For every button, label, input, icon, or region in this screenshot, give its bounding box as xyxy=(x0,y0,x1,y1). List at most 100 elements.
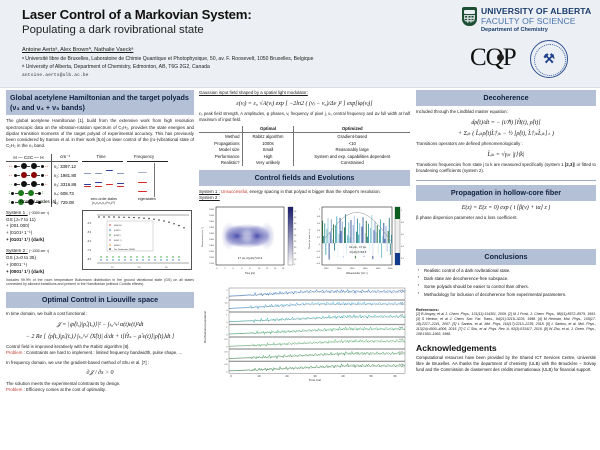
svg-text:0.2: 0.2 xyxy=(401,258,405,260)
problem-1-line: Problem : Constraints are hard to implem… xyxy=(6,350,194,356)
svg-text:0: 0 xyxy=(226,310,228,312)
svg-text:|0101¹⟩: |0101¹⟩ xyxy=(114,234,121,237)
author-list: Antoine Aertsᵃ, Alex Brownᴬ, Nathalie Va… xyxy=(22,46,422,55)
hydrogen-atom-icon xyxy=(40,164,44,168)
svg-text:1300: 1300 xyxy=(209,245,215,247)
table-row: ↔ ↔ ν₂: 1981.80 xyxy=(6,170,79,180)
carbon-atom-icon xyxy=(30,172,37,179)
svg-text:J=9: J=9 xyxy=(400,315,403,317)
svg-text:Wavenumber (cm⁻¹): Wavenumber (cm⁻¹) xyxy=(346,272,368,275)
cost-functional-equation-1: 𝒥 = |⟨ρ̂(tₑ)|ρ̂ₑ(tₑ)⟩|² − ∫ₜ₀^ₜᶠ α(t)ε(t… xyxy=(56,322,144,329)
svg-text:15: 15 xyxy=(294,253,297,255)
system1-state-2: + |0101¹ 1⁻¹⟩ xyxy=(6,230,33,236)
svg-text:20: 20 xyxy=(138,267,141,269)
boltzmann-note: Includes 99.9% of the room temperature B… xyxy=(6,277,194,287)
carbon-atom-icon xyxy=(18,190,24,197)
left-column: Global acetylene Hamiltonian and the tar… xyxy=(6,90,194,393)
arrow-icon: ↕ xyxy=(8,189,11,196)
arrow-icon: ↕ xyxy=(41,189,45,196)
svg-text:1: 1 xyxy=(319,209,321,211)
svg-text:0.8: 0.8 xyxy=(317,216,321,218)
transition-frequencies-text: Transitions frequencies from state j to … xyxy=(416,162,596,175)
acknowledgements-text: Computational resources have been provid… xyxy=(416,354,596,372)
svg-text:-5.0: -5.0 xyxy=(87,231,92,234)
arrow-icon: ← xyxy=(44,180,49,187)
arrow-icon: ↔ xyxy=(44,171,49,178)
system1-gs: GS (J=7 to 11) xyxy=(6,216,36,222)
boltzmann-svg: -4.0 -5.0 -6.0 -7.0 -8.0 xyxy=(87,214,189,269)
svg-text:5: 5 xyxy=(294,264,296,266)
svg-text:0: 0 xyxy=(226,335,228,337)
svg-text:40: 40 xyxy=(294,223,297,225)
svg-text:1300: 1300 xyxy=(337,268,343,270)
svg-text:J=11: J=11 xyxy=(399,340,403,342)
svg-text:0: 0 xyxy=(226,298,228,300)
mode-diagram-4: ↕ ↕ xyxy=(6,189,52,198)
zero-order-states-label: zero-order states xyxy=(90,196,118,201)
shield-icon xyxy=(462,7,477,26)
input-field-caption: ε₀ peak field strength, A amplitudes, φ … xyxy=(199,111,410,122)
svg-text:0.8: 0.8 xyxy=(401,222,405,224)
hydrogen-atom-icon xyxy=(40,182,44,186)
contact-email: antoine.aerts@ulb.ac.be xyxy=(22,73,89,79)
hydrogen-atom-icon xyxy=(38,191,41,195)
system1-title: System 1 : xyxy=(6,209,28,215)
right-column: Decoherence Included through the Lindbla… xyxy=(416,90,596,373)
conclusion-item-3: Some polyads should be easier to control… xyxy=(418,283,596,290)
svg-text:1200: 1200 xyxy=(209,257,215,259)
col-header-blank xyxy=(199,125,242,134)
bond-icon xyxy=(17,174,20,176)
heatmap-chart: 1600 1550 1500 1450 1400 1350 1300 1250 1200 1… xyxy=(199,203,303,282)
svg-text:6: 6 xyxy=(241,268,243,270)
row-label-propagations: Propagations xyxy=(214,140,240,146)
cell-performance-optimized: System and exp. capabilities dependent xyxy=(314,153,391,159)
svg-text:1250: 1250 xyxy=(324,268,330,270)
svg-text:J=10: J=10 xyxy=(399,327,403,329)
freq-text-b: ) or fitted to broadening coefficients (… xyxy=(416,162,596,174)
bars-annotation-line2: tr(ρᴘ/ρᶠ)=63.5 xyxy=(350,250,367,254)
system2-title: System 2 : xyxy=(6,248,28,254)
arrow-icon: ↕ xyxy=(41,198,45,205)
problem-1-text: : Constraints are hard to implement : li… xyxy=(22,350,183,356)
system2-state-1: + |0001⁻¹⟩ xyxy=(6,261,28,267)
cell-model-size-optimized: Reasonably large xyxy=(335,147,369,153)
mol-formula-header: H — C≡C — H xyxy=(6,153,52,162)
bond-icon xyxy=(27,165,30,167)
row-label-method: Method xyxy=(225,134,240,140)
section-header-conclusions: Conclusions xyxy=(416,249,596,266)
cqp-logo: CQP xyxy=(470,44,517,72)
row-label-realistic: Realistic? xyxy=(220,160,240,166)
references-title: References: xyxy=(416,307,439,313)
bond-icon xyxy=(14,201,18,203)
system2-block: System 2 : (~1330 cm⁻¹) GS (J=0 to 35) +… xyxy=(6,248,78,276)
units-header: cm⁻¹ xyxy=(51,153,79,162)
control-field-charts: 1600 1550 1500 1450 1400 1350 1300 1250 1200 1… xyxy=(199,203,410,282)
table-header-row: H — C≡C — H cm⁻¹ xyxy=(6,153,79,162)
conclusions-list: Realistic control of a dark rovibrationa… xyxy=(416,268,596,298)
svg-text:50: 50 xyxy=(294,211,297,213)
gaussian-field-lead: Gaussian input field shaped by a spatial… xyxy=(199,90,308,95)
cell-model-size-optimal: Small xyxy=(241,146,295,154)
system1-state-1: + |001 000⟩ xyxy=(6,223,30,229)
svg-text:-6.0: -6.0 xyxy=(87,240,92,243)
carbon-atom-icon xyxy=(18,199,24,206)
solution-text: The solution meets the experimental cons… xyxy=(6,380,121,386)
svg-text:20: 20 xyxy=(294,247,297,249)
svg-text:0: 0 xyxy=(216,268,218,270)
frequency-axis-label: Frequency xyxy=(133,153,155,159)
svg-text:60: 60 xyxy=(393,374,397,378)
table-row: → ← ν₃: 3316.86 xyxy=(6,179,79,189)
section-header-control-fields: Control fields and Evolutions xyxy=(199,170,410,186)
normal-modes-caption: Normal modes [4] xyxy=(19,198,57,204)
energy-levels-diagram xyxy=(82,162,168,197)
system1-result-label: System 1 : xyxy=(199,188,220,194)
svg-text:1550: 1550 xyxy=(209,215,215,217)
carbon-atom-icon xyxy=(20,172,27,179)
svg-text:14: 14 xyxy=(274,268,277,270)
svg-text:10: 10 xyxy=(294,259,297,261)
freq-reference: [2,3] xyxy=(564,162,574,168)
svg-text:8: 8 xyxy=(249,268,251,270)
section-header-hamiltonian: Global acetylene Hamiltonian and the tar… xyxy=(6,90,194,116)
bond-icon xyxy=(14,192,18,194)
references-text: [1] B Amyay, et al J. Chem. Phys., 131(1… xyxy=(416,312,596,336)
